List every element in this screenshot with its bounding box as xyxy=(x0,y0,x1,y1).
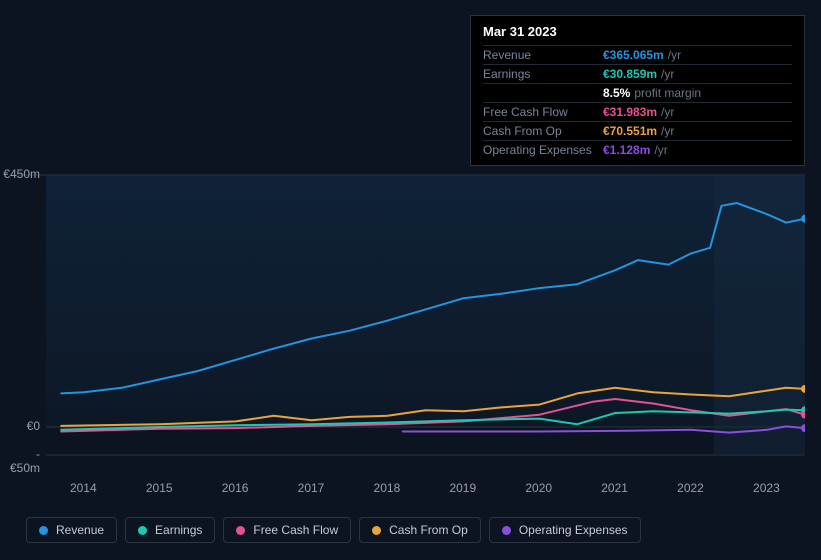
tooltip-metric-value: €1.128m xyxy=(603,143,650,157)
x-axis-label: 2017 xyxy=(298,481,325,495)
tooltip-row: Free Cash Flow€31.983m/yr xyxy=(483,102,792,121)
tooltip-metric-value: €70.551m xyxy=(603,124,657,138)
tooltip-suffix: profit margin xyxy=(634,86,701,100)
tooltip-metric-label: Operating Expenses xyxy=(483,143,603,157)
tooltip-date: Mar 31 2023 xyxy=(483,24,792,45)
legend-item-earnings[interactable]: Earnings xyxy=(125,517,215,543)
financial-chart[interactable]: €450m€0-€50m 201420152016201720182019202… xyxy=(16,155,805,490)
x-axis-label: 2018 xyxy=(374,481,401,495)
tooltip-suffix: /yr xyxy=(661,124,674,138)
tooltip-row: Operating Expenses€1.128m/yr xyxy=(483,140,792,159)
tooltip-row: 8.5% profit margin xyxy=(483,83,792,102)
earnings-dot-icon xyxy=(138,526,147,535)
legend-label: Operating Expenses xyxy=(519,523,628,537)
revenue-dot-icon xyxy=(39,526,48,535)
fcf-dot-icon xyxy=(236,526,245,535)
tooltip-metric-label: Free Cash Flow xyxy=(483,105,603,119)
tooltip-row: Cash From Op€70.551m/yr xyxy=(483,121,792,140)
y-axis-label: €0 xyxy=(27,419,40,433)
tooltip-metric-value: €30.859m xyxy=(603,67,657,81)
tooltip-row: Earnings€30.859m/yr xyxy=(483,64,792,83)
x-axis-label: 2021 xyxy=(601,481,628,495)
y-axis-label: -€50m xyxy=(10,447,40,475)
x-axis-label: 2020 xyxy=(525,481,552,495)
tooltip-metric-label: Cash From Op xyxy=(483,124,603,138)
tooltip-suffix: /yr xyxy=(668,48,681,62)
tooltip-metric-label: Revenue xyxy=(483,48,603,62)
x-axis-label: 2023 xyxy=(753,481,780,495)
tooltip-metric-value: €365.065m xyxy=(603,48,664,62)
x-axis-label: 2019 xyxy=(449,481,476,495)
legend-label: Free Cash Flow xyxy=(253,523,338,537)
legend-item-revenue[interactable]: Revenue xyxy=(26,517,117,543)
legend-label: Cash From Op xyxy=(389,523,468,537)
y-axis-label: €450m xyxy=(3,167,40,181)
x-axis-label: 2016 xyxy=(222,481,249,495)
tooltip-suffix: /yr xyxy=(661,105,674,119)
x-axis-label: 2015 xyxy=(146,481,173,495)
tooltip-metric-value: €31.983m xyxy=(603,105,657,119)
cashop-dot-icon xyxy=(372,526,381,535)
tooltip-metric-value: 8.5% xyxy=(603,86,630,100)
tooltip-suffix: /yr xyxy=(654,143,667,157)
legend-item-opex[interactable]: Operating Expenses xyxy=(489,517,641,543)
x-axis-label: 2014 xyxy=(70,481,97,495)
legend-item-fcf[interactable]: Free Cash Flow xyxy=(223,517,351,543)
legend-label: Earnings xyxy=(155,523,202,537)
hover-tooltip: Mar 31 2023 Revenue€365.065m/yrEarnings€… xyxy=(470,15,805,166)
tooltip-metric-label: Earnings xyxy=(483,67,603,81)
legend-label: Revenue xyxy=(56,523,104,537)
x-axis-label: 2022 xyxy=(677,481,704,495)
legend-item-cashop[interactable]: Cash From Op xyxy=(359,517,481,543)
tooltip-suffix: /yr xyxy=(661,67,674,81)
tooltip-row: Revenue€365.065m/yr xyxy=(483,45,792,64)
legend: Revenue Earnings Free Cash Flow Cash From O… xyxy=(26,517,641,543)
opex-dot-icon xyxy=(502,526,511,535)
